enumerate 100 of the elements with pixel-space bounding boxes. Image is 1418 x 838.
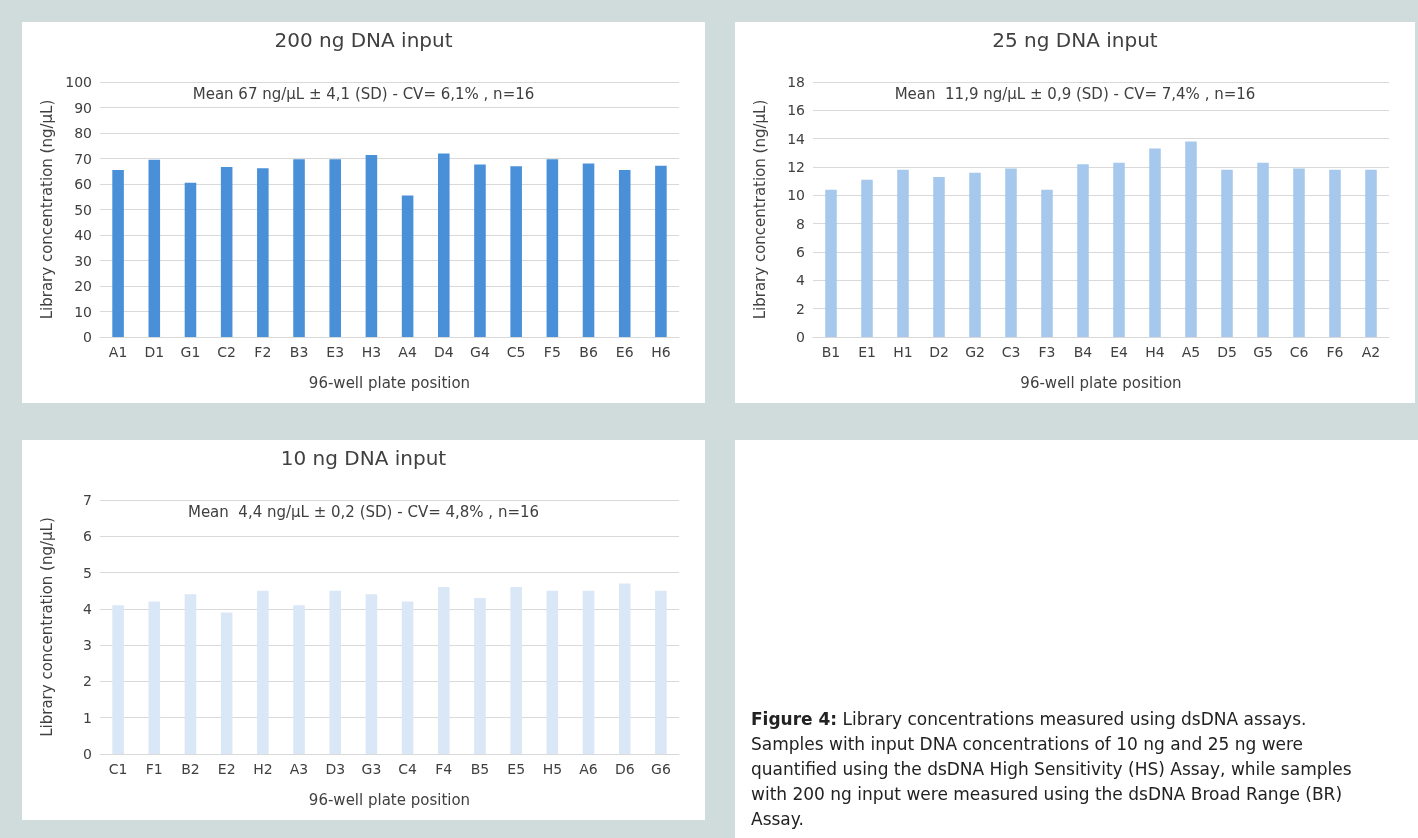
x-tick-label: B1: [821, 344, 841, 360]
x-tick-label: E5: [507, 761, 526, 777]
x-tick-label: G3: [361, 761, 382, 777]
x-tick-label: E6: [615, 344, 634, 360]
bar: [655, 590, 667, 754]
bar: [293, 159, 305, 337]
x-tick-label: C4: [398, 761, 418, 777]
x-tick-label: F4: [435, 761, 453, 777]
x-tick-label: C2: [217, 344, 236, 360]
y-tick-label: 90: [74, 99, 92, 116]
x-tick-label: G2: [965, 344, 985, 360]
x-tick-label: B3: [289, 344, 309, 360]
bar: [618, 583, 631, 754]
chart-title: 200 ng DNA input: [274, 28, 453, 52]
y-tick-label: 10: [787, 187, 805, 204]
bar: [1149, 148, 1161, 337]
bar: [184, 182, 197, 337]
y-tick-label: 0: [796, 329, 805, 345]
x-tick-label: G5: [1253, 344, 1273, 360]
x-axis-title: 96-well plate position: [308, 373, 471, 392]
x-tick-label: F5: [543, 344, 561, 360]
x-tick-label: E4: [1110, 344, 1128, 360]
y-tick-label: 6: [83, 528, 93, 545]
bar: [1041, 189, 1053, 337]
bar: [1293, 168, 1305, 337]
x-tick-label: A4: [398, 344, 417, 360]
x-tick-label: G1: [180, 344, 201, 360]
x-axis-title: 96-well plate position: [308, 790, 471, 809]
y-tick-label: 5: [83, 564, 92, 581]
bar: [510, 166, 522, 337]
bar: [401, 195, 414, 337]
bar: [1365, 169, 1377, 337]
x-tick-label: D6: [614, 761, 635, 777]
bar: [401, 601, 414, 754]
bar: [257, 590, 269, 754]
bar: [329, 590, 342, 754]
bar: [618, 169, 631, 337]
bar: [1329, 169, 1341, 337]
annotation: Mean 67 ng/µL ± 4,1 (SD) - CV= 6,1% , n=16: [192, 84, 535, 103]
bar: [257, 168, 269, 337]
bar: [933, 176, 945, 337]
chart-title: 25 ng DNA input: [992, 28, 1158, 52]
y-axis-title: Library concentration (ng/µL): [37, 99, 56, 320]
bar: [112, 605, 124, 754]
y-tick-label: 100: [65, 74, 92, 90]
bar: [861, 179, 873, 337]
bar: [148, 159, 161, 337]
x-tick-label: H2: [253, 761, 273, 777]
y-tick-label: 6: [796, 244, 806, 260]
bar: [1185, 141, 1197, 337]
x-tick-label: C1: [108, 761, 128, 777]
x-tick-label: A6: [579, 761, 598, 777]
x-tick-label: D4: [433, 344, 454, 360]
y-tick-label: 1: [83, 709, 92, 726]
bar: [112, 169, 124, 337]
bar: [148, 601, 161, 754]
y-tick-label: 10: [74, 303, 92, 320]
y-tick-label: 20: [74, 278, 92, 294]
bar: [582, 590, 595, 754]
bar: [437, 153, 450, 337]
bar: [1005, 168, 1017, 337]
x-tick-label: H4: [1145, 344, 1165, 360]
x-tick-label: D3: [325, 761, 346, 777]
x-tick-label: B5: [470, 761, 490, 777]
x-tick-label: B6: [579, 344, 598, 360]
x-tick-label: D5: [1217, 344, 1237, 360]
x-tick-label: H3: [361, 344, 382, 360]
x-tick-label: E3: [326, 344, 345, 360]
y-tick-label: 14: [787, 130, 806, 147]
x-tick-label: A2: [1361, 344, 1381, 360]
bar: [546, 590, 559, 754]
bar: [293, 605, 305, 754]
bar: [184, 594, 197, 754]
bar: [437, 587, 450, 754]
y-tick-label: 4: [796, 272, 806, 289]
x-tick-label: F2: [254, 344, 272, 360]
y-tick-label: 4: [83, 600, 93, 617]
x-axis-title: 96-well plate position: [1020, 373, 1182, 392]
bar: [582, 163, 595, 337]
x-tick-label: H1: [893, 344, 913, 360]
annotation: Mean 11,9 ng/µL ± 0,9 (SD) - CV= 7,4% , n=16: [894, 84, 1256, 103]
y-tick-label: 60: [74, 176, 92, 192]
bar: [1221, 169, 1233, 337]
x-tick-label: H5: [542, 761, 563, 777]
y-tick-label: 40: [74, 227, 92, 243]
x-tick-label: C5: [506, 344, 526, 360]
x-tick-label: D1: [144, 344, 165, 360]
bar: [1113, 162, 1125, 337]
bar: [365, 154, 378, 337]
bar: [969, 172, 981, 337]
bar: [329, 159, 342, 337]
x-tick-label: G4: [470, 344, 490, 360]
x-tick-label: A5: [1181, 344, 1201, 360]
x-tick-label: C6: [1289, 344, 1309, 360]
bar: [1257, 162, 1269, 337]
x-tick-label: C3: [1001, 344, 1021, 360]
x-tick-label: E2: [217, 761, 236, 777]
bar: [220, 166, 233, 337]
x-tick-label: F6: [1326, 344, 1344, 360]
y-tick-label: 16: [787, 102, 806, 119]
